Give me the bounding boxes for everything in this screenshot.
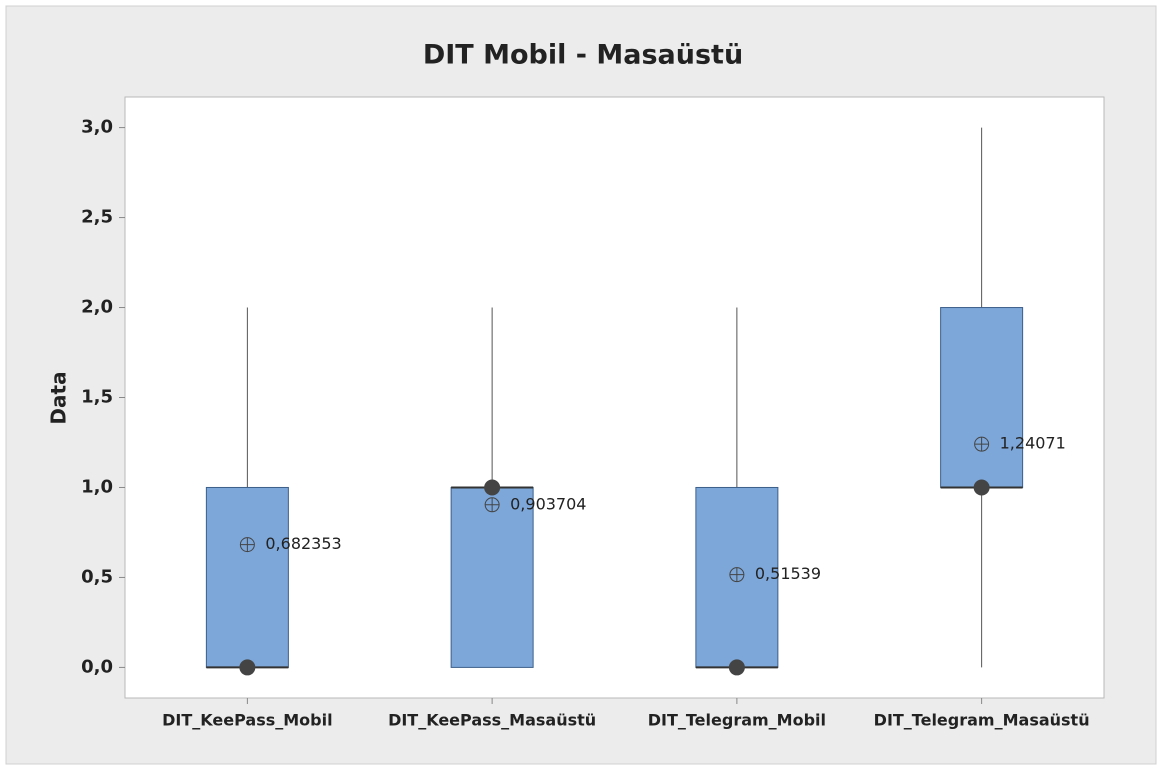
- box: [940, 307, 1024, 488]
- x-tick-label: DIT_Telegram_Mobil: [648, 711, 826, 730]
- y-tick-label: 0,0: [81, 656, 113, 677]
- mean-label: 0,682353: [265, 534, 341, 553]
- mean-cross: [485, 497, 500, 512]
- y-tick-label: 1,0: [81, 476, 113, 497]
- y-axis-label: Data: [47, 371, 71, 424]
- chart-title: DIT Mobil - Masaüstü: [423, 40, 743, 71]
- y-tick-label: 1,5: [81, 387, 113, 408]
- median-dot: [973, 479, 990, 496]
- mean-cross: [729, 567, 744, 582]
- median-dot: [239, 659, 256, 676]
- x-tick-label: DIT_Telegram_Masaüstü: [874, 711, 1090, 730]
- y-tick-label: 0,5: [81, 566, 113, 587]
- box: [205, 486, 289, 668]
- median-dot: [728, 659, 745, 676]
- y-tick-label: 2,5: [81, 207, 113, 228]
- y-tick-label: 3,0: [81, 117, 113, 138]
- mean-label: 0,51539: [755, 564, 821, 583]
- median-dot: [484, 479, 501, 496]
- x-tick-label: DIT_KeePass_Masaüstü: [388, 711, 596, 730]
- y-tick-label: 2,0: [81, 297, 113, 318]
- mean-label: 0,903704: [510, 494, 586, 513]
- mean-cross: [240, 537, 255, 552]
- mean-label: 1,24071: [1000, 434, 1066, 453]
- x-tick-label: DIT_KeePass_Mobil: [162, 711, 332, 730]
- box: [450, 486, 534, 668]
- mean-cross: [974, 437, 989, 452]
